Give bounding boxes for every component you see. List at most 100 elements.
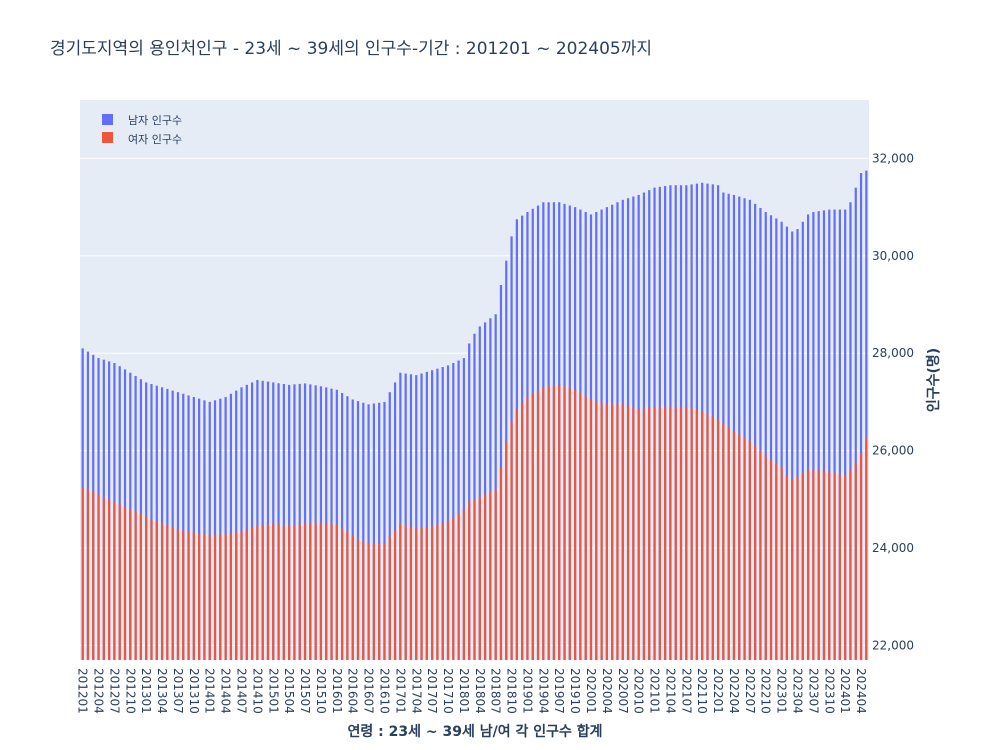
female-bar[interactable] (568, 388, 571, 660)
male-bar[interactable] (261, 380, 264, 660)
male-bar[interactable] (828, 209, 831, 660)
female-bar[interactable] (113, 501, 116, 660)
female-bar[interactable] (325, 523, 328, 660)
female-bar[interactable] (558, 384, 561, 660)
female-bar[interactable] (849, 470, 852, 660)
female-bar[interactable] (854, 462, 857, 660)
male-bar[interactable] (759, 207, 762, 660)
female-bar[interactable] (621, 404, 624, 660)
female-bar[interactable] (245, 529, 248, 660)
female-bar[interactable] (574, 389, 577, 660)
male-bar[interactable] (425, 371, 428, 660)
female-bar[interactable] (341, 528, 344, 660)
female-bar[interactable] (579, 393, 582, 660)
male-bar[interactable] (176, 392, 180, 660)
female-bar[interactable] (266, 524, 270, 660)
female-bar[interactable] (404, 525, 407, 660)
male-bar[interactable] (187, 395, 190, 660)
female-bar[interactable] (547, 386, 550, 660)
male-bar[interactable] (457, 360, 460, 660)
female-bar[interactable] (764, 455, 767, 660)
female-bar[interactable] (679, 406, 683, 660)
male-bar[interactable] (452, 362, 455, 660)
female-bar[interactable] (595, 401, 598, 660)
female-bar[interactable] (611, 404, 614, 660)
female-bar[interactable] (208, 534, 211, 660)
female-bar[interactable] (415, 528, 418, 660)
female-bar[interactable] (97, 494, 100, 660)
male-bar[interactable] (277, 383, 280, 660)
legend-swatch-male[interactable] (102, 114, 113, 125)
male-bar[interactable] (314, 385, 317, 660)
female-bar[interactable] (510, 421, 513, 660)
female-bar[interactable] (171, 527, 174, 660)
female-bar[interactable] (192, 532, 195, 660)
female-bar[interactable] (505, 440, 508, 660)
male-bar[interactable] (409, 374, 413, 660)
female-bar[interactable] (780, 467, 783, 660)
female-bar[interactable] (139, 513, 142, 660)
female-bar[interactable] (457, 513, 460, 660)
female-bar[interactable] (658, 406, 661, 660)
female-bar[interactable] (250, 527, 254, 660)
female-bar[interactable] (732, 431, 736, 660)
female-bar[interactable] (738, 434, 741, 660)
female-bar[interactable] (690, 408, 693, 660)
female-bar[interactable] (383, 543, 386, 660)
male-bar[interactable] (393, 382, 397, 660)
male-bar[interactable] (293, 384, 296, 660)
male-bar[interactable] (478, 326, 481, 660)
male-bar[interactable] (441, 367, 444, 660)
female-bar[interactable] (711, 416, 714, 660)
male-bar[interactable] (208, 401, 211, 660)
female-bar[interactable] (298, 524, 301, 660)
male-bar[interactable] (272, 382, 275, 660)
female-bar[interactable] (616, 404, 619, 660)
male-bar[interactable] (383, 401, 386, 660)
female-bar[interactable] (240, 530, 243, 660)
male-bar[interactable] (865, 170, 868, 661)
male-bar[interactable] (213, 400, 217, 660)
female-bar[interactable] (282, 525, 285, 660)
female-bar[interactable] (160, 523, 164, 660)
male-bar[interactable] (754, 203, 757, 660)
male-bar[interactable] (854, 187, 857, 660)
female-bar[interactable] (775, 463, 778, 660)
female-bar[interactable] (187, 531, 190, 660)
female-bar[interactable] (330, 523, 333, 660)
female-bar[interactable] (388, 536, 391, 660)
female-bar[interactable] (664, 406, 667, 660)
male-bar[interactable] (346, 396, 349, 660)
male-bar[interactable] (727, 193, 730, 661)
female-bar[interactable] (235, 532, 238, 660)
female-bar[interactable] (642, 408, 646, 660)
female-bar[interactable] (632, 407, 635, 660)
female-bar[interactable] (145, 516, 148, 660)
female-bar[interactable] (685, 406, 688, 660)
male-bar[interactable] (446, 365, 450, 660)
female-bar[interactable] (473, 499, 476, 660)
male-bar[interactable] (420, 373, 423, 660)
female-bar[interactable] (584, 396, 587, 660)
female-bar[interactable] (229, 533, 233, 660)
female-bar[interactable] (859, 453, 863, 660)
female-bar[interactable] (531, 393, 534, 660)
female-bar[interactable] (796, 477, 799, 660)
male-bar[interactable] (298, 383, 301, 660)
male-bar[interactable] (362, 402, 365, 660)
female-bar[interactable] (452, 517, 455, 660)
female-bar[interactable] (785, 474, 789, 660)
male-bar[interactable] (785, 226, 789, 661)
male-bar[interactable] (859, 173, 863, 661)
male-bar[interactable] (250, 382, 254, 660)
female-bar[interactable] (648, 407, 651, 660)
female-bar[interactable] (134, 511, 137, 660)
female-bar[interactable] (303, 523, 307, 660)
male-bar[interactable] (775, 218, 778, 661)
male-bar[interactable] (356, 401, 360, 660)
female-bar[interactable] (219, 534, 222, 660)
legend-label-male[interactable]: 남자 인구수 (128, 114, 182, 127)
female-bar[interactable] (102, 496, 105, 660)
female-bar[interactable] (653, 406, 656, 660)
male-bar[interactable] (806, 214, 810, 660)
